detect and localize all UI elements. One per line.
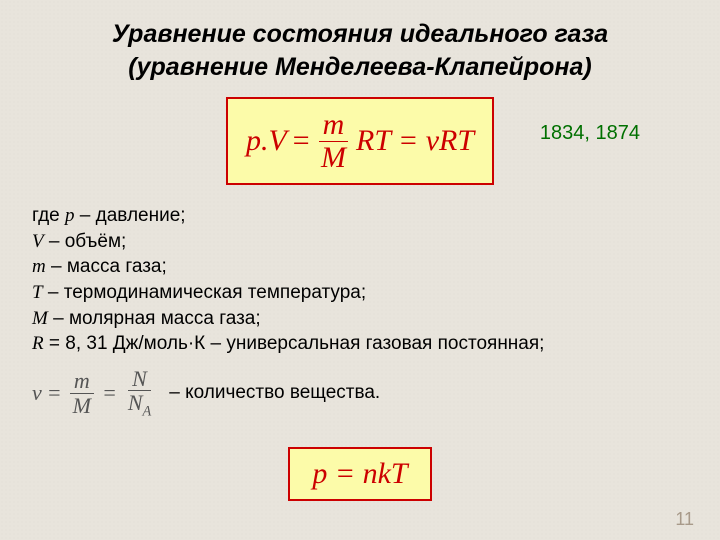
bottom-equation: p = nkT [312,457,407,491]
eq-equals-1: = [291,124,311,158]
nu-text: – количество вещества. [169,382,380,404]
def-M: M – молярная масса газа; [32,306,720,332]
def-T: T – термодинамическая температура; [32,280,720,306]
nu-eq-1: = [47,380,62,406]
def-V: V – объём; [32,229,720,255]
nu-symbol: ν [32,380,42,406]
eq-lhs: p.V [246,124,287,158]
nu-definition: ν = m M = N NA – количество вещества. [32,367,720,419]
nu-frac-2: N NA [124,367,155,419]
main-equation: p.V = m M RT = νRT [246,109,474,173]
title-line-1: Уравнение состояния идеального газа [0,18,720,51]
def-m: m – масса газа; [32,254,720,280]
frac-den: M [317,142,350,174]
eq-fraction: m M [317,109,350,173]
main-equation-box: p.V = m M RT = νRT [226,97,494,185]
slide-title: Уравнение состояния идеального газа (ура… [0,0,720,83]
definition-list: где p – давление; V – объём; m – масса г… [32,203,720,357]
years-label: 1834, 1874 [540,122,640,145]
title-line-2: (уравнение Менделеева-Клапейрона) [0,51,720,84]
nu-equation: ν = m M = N NA [32,367,157,419]
def-p: где p – давление; [32,203,720,229]
def-R: R = 8, 31 Дж/моль·К – универсальная газо… [32,331,720,357]
nu-eq-2: = [102,380,117,406]
frac-num: m [319,109,349,142]
bottom-eq-text: p = nkT [312,457,407,491]
nu-frac-1: m M [69,369,95,416]
page-number: 11 [675,509,694,530]
bottom-equation-box: p = nkT [288,447,431,501]
eq-rhs: RT = νRT [356,124,474,158]
